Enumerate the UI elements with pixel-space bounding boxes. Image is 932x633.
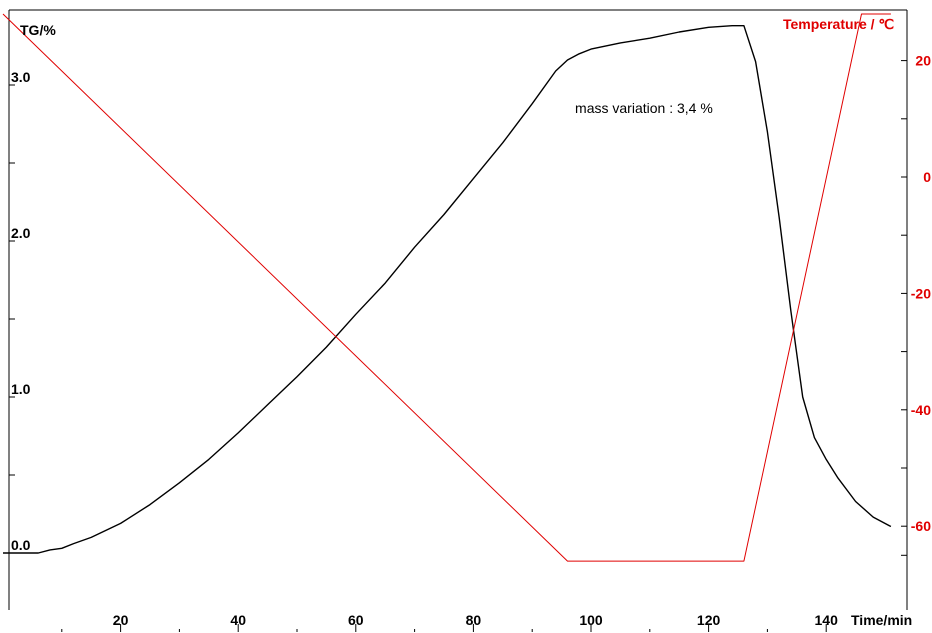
right-axis: 20 0 -20 -40 -60 xyxy=(901,53,931,556)
annotation-layer: mass variation : 3,4 % xyxy=(575,100,713,116)
left-tick-label-0: 0.0 xyxy=(11,537,31,553)
right-tick-label-0: 20 xyxy=(915,53,931,69)
left-tick-label-6: 3.0 xyxy=(11,69,31,85)
right-tick-label-8: -60 xyxy=(911,518,931,534)
x-tick-label-1: 40 xyxy=(230,612,246,628)
left-tick-label-4: 2.0 xyxy=(11,225,31,241)
annotation-0: mass variation : 3,4 % xyxy=(575,100,713,116)
temperature-line xyxy=(2,13,891,562)
chart-frame xyxy=(8,9,908,610)
series-layer xyxy=(2,13,892,562)
x-axis-title: Time/min xyxy=(851,612,912,628)
x-axis: 20 40 60 80 100 120 140 xyxy=(61,612,839,632)
right-tick-label-2: 0 xyxy=(923,169,931,185)
right-tick-label-6: -40 xyxy=(911,402,931,418)
right-axis-title: Temperature / ℃ xyxy=(783,16,894,32)
x-tick-label-4: 100 xyxy=(579,612,603,628)
x-tick-label-5: 120 xyxy=(697,612,721,628)
x-tick-label-0: 20 xyxy=(113,612,129,628)
tg-line xyxy=(3,25,892,554)
x-tick-label-6: 140 xyxy=(815,612,839,628)
left-tick-label-2: 1.0 xyxy=(11,381,31,397)
left-axis-title: TG/% xyxy=(20,22,56,38)
x-tick-label-3: 80 xyxy=(466,612,482,628)
left-axis: 0.0 1.0 2.0 3.0 xyxy=(9,69,31,554)
right-tick-label-4: -20 xyxy=(911,285,931,301)
x-tick-label-2: 60 xyxy=(348,612,364,628)
